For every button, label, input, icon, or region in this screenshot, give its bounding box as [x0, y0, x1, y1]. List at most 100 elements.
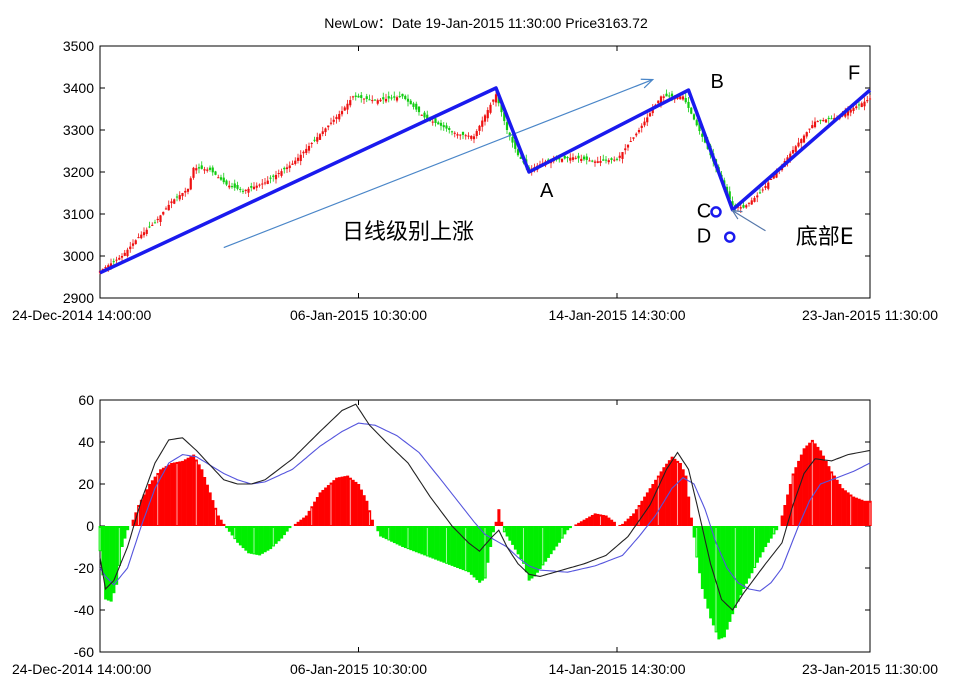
candle-body: [632, 137, 635, 139]
candle-body: [453, 132, 456, 134]
candle-body: [637, 130, 641, 133]
candle-body: [508, 132, 511, 137]
candle-body: [475, 131, 478, 136]
candle-body: [816, 121, 819, 123]
candle-body: [101, 268, 104, 270]
macd-hist-bar: [555, 526, 559, 547]
macd-hist-bar: [326, 485, 330, 526]
macd-hist-bar: [189, 456, 193, 526]
macd-hist-bar: [153, 476, 157, 526]
macd-hist-bar: [436, 526, 440, 561]
macd-hist-bar: [274, 526, 278, 544]
candle-body: [129, 246, 132, 250]
candle-body: [335, 116, 338, 119]
candle-body: [351, 96, 355, 98]
candle-body: [756, 195, 759, 198]
macd-hist-bar: [288, 526, 292, 529]
candle-body: [208, 167, 212, 170]
macd-hist-bar: [428, 526, 432, 558]
macd-hist-bar: [365, 500, 369, 526]
macd-hist-bar: [458, 526, 462, 570]
candle-body: [115, 259, 118, 261]
macd-hist-bar: [280, 526, 284, 539]
candle-body: [769, 179, 773, 180]
candle-body: [665, 93, 668, 97]
macd-hist-bar: [258, 526, 262, 556]
macd-hist-bar: [101, 526, 105, 576]
macd-hist-bar: [513, 526, 517, 550]
candle-body: [280, 171, 283, 176]
macd-ytick-label: 0: [86, 518, 94, 534]
macd-hist-bar: [865, 500, 869, 526]
candle-body: [123, 252, 126, 256]
candle-body: [511, 137, 514, 143]
candle-body: [868, 98, 872, 100]
macd-hist-bar: [604, 515, 608, 526]
price-xtick-label: 24-Dec-2014 14:00:00: [12, 307, 152, 323]
candle-body: [745, 205, 748, 208]
candle-body: [382, 97, 385, 100]
candle-body: [178, 195, 181, 200]
candle-body: [354, 95, 357, 97]
macd-hist-bar: [593, 513, 597, 526]
macd-hist-bar: [439, 526, 443, 562]
macd-hist-bar: [395, 526, 399, 545]
macd-hist-bar: [398, 526, 402, 546]
candle-body: [186, 188, 190, 192]
candle-body: [585, 156, 588, 160]
macd-hist-bar: [549, 526, 553, 555]
macd-hist-bar: [673, 458, 677, 526]
macd-hist-bar: [742, 526, 746, 589]
candle-body: [844, 112, 847, 117]
macd-hist-bar: [277, 526, 281, 542]
macd-hist-bar: [802, 448, 806, 526]
price-ytick-label: 3500: [63, 38, 94, 54]
macd-hist-bar: [434, 526, 438, 560]
macd-hist-bar: [381, 526, 385, 538]
candle-body: [266, 180, 269, 184]
candle-body: [393, 96, 396, 98]
candle-body: [478, 125, 481, 131]
candle-body: [563, 155, 566, 159]
candle-body: [173, 199, 176, 204]
candle-body: [159, 215, 162, 222]
macd-hist-bar: [181, 460, 185, 526]
macd-hist-bar: [706, 526, 710, 609]
macd-hist-bar: [854, 497, 858, 526]
candle-body: [761, 189, 764, 191]
candle-body: [489, 104, 492, 113]
candle-body: [239, 188, 242, 190]
candle-body: [404, 95, 407, 100]
candle-body: [269, 177, 272, 179]
candle-body: [764, 186, 767, 188]
candle-body: [456, 134, 459, 136]
candle-body: [739, 207, 742, 209]
candle-body: [206, 169, 209, 171]
candle-body: [607, 160, 610, 163]
macd-hist-bar: [805, 445, 809, 526]
candle-body: [464, 135, 467, 137]
candle-body: [822, 120, 825, 122]
candle-body: [849, 109, 852, 113]
macd-hist-bar: [203, 477, 207, 526]
macd-hist-bar: [126, 526, 130, 531]
macd-hist-bar: [282, 526, 286, 536]
macd-hist-bar: [172, 462, 176, 526]
annotation-label: D: [697, 226, 711, 248]
macd-hist-bar: [145, 489, 149, 526]
candle-body: [313, 139, 316, 141]
candle-body: [846, 111, 850, 116]
macd-hist-bar: [552, 526, 556, 551]
candle-body: [519, 157, 522, 159]
candle-body: [357, 95, 360, 98]
macd-hist-bar: [335, 477, 339, 526]
candle-body: [662, 96, 665, 98]
macd-hist-bar: [208, 492, 212, 526]
candle-body: [252, 186, 256, 190]
candle-body: [698, 122, 701, 132]
macd-xtick-label: 24-Dec-2014 14:00:00: [12, 661, 152, 677]
macd-hist-bar: [563, 526, 567, 535]
macd-hist-bar: [379, 526, 383, 537]
candle-body: [566, 156, 569, 159]
candle-body: [409, 100, 412, 105]
